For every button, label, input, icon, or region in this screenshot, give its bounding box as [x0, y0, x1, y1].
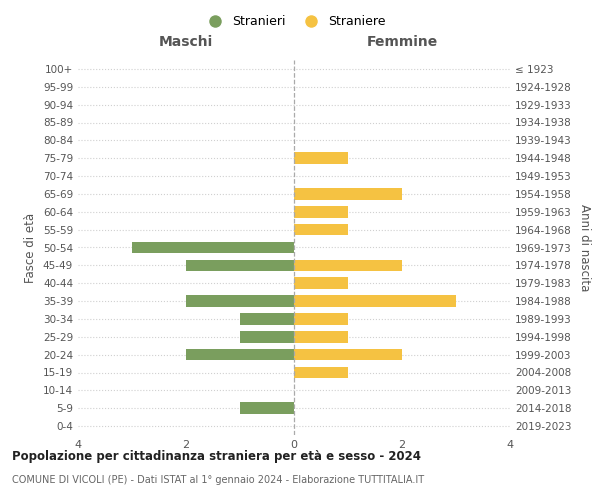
Bar — [240, 331, 294, 342]
Text: Femmine: Femmine — [367, 36, 437, 50]
Y-axis label: Fasce di età: Fasce di età — [25, 212, 37, 282]
Bar — [294, 296, 456, 307]
Legend: Stranieri, Straniere: Stranieri, Straniere — [197, 10, 391, 33]
Y-axis label: Anni di nascita: Anni di nascita — [578, 204, 591, 291]
Bar — [240, 402, 294, 414]
Bar — [132, 242, 294, 254]
Text: Maschi: Maschi — [159, 36, 213, 50]
Bar — [240, 313, 294, 324]
Bar — [186, 349, 294, 360]
Bar — [186, 260, 294, 271]
Text: Popolazione per cittadinanza straniera per età e sesso - 2024: Popolazione per cittadinanza straniera p… — [12, 450, 421, 463]
Bar — [294, 260, 402, 271]
Bar — [294, 366, 348, 378]
Bar — [294, 331, 348, 342]
Bar — [186, 296, 294, 307]
Text: COMUNE DI VICOLI (PE) - Dati ISTAT al 1° gennaio 2024 - Elaborazione TUTTITALIA.: COMUNE DI VICOLI (PE) - Dati ISTAT al 1°… — [12, 475, 424, 485]
Bar — [294, 313, 348, 324]
Bar — [294, 188, 402, 200]
Bar — [294, 349, 402, 360]
Bar — [294, 206, 348, 218]
Bar — [294, 152, 348, 164]
Bar — [294, 224, 348, 235]
Bar — [294, 278, 348, 289]
